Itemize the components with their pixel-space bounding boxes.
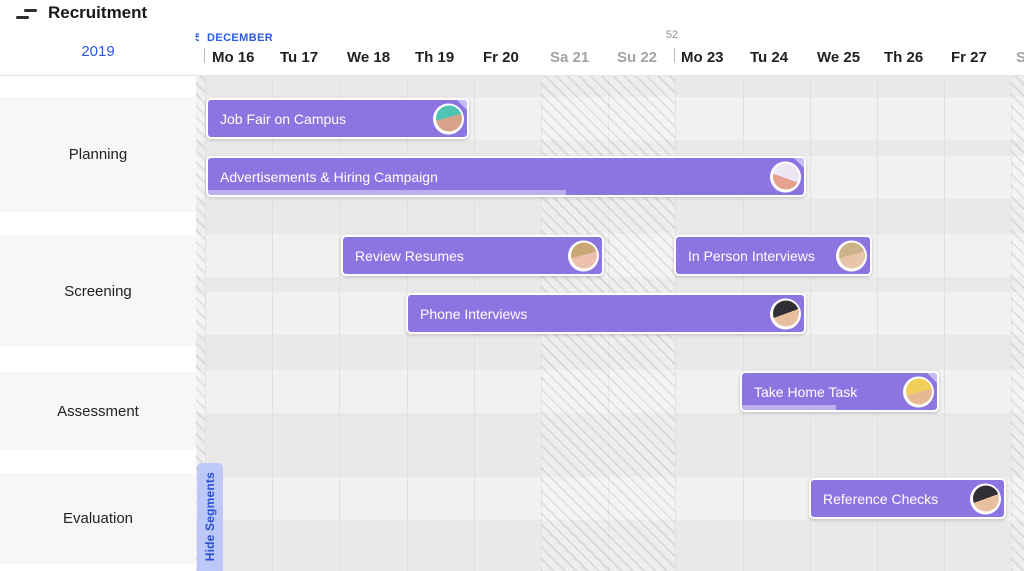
- gantt-chart-area[interactable]: Planning Screening Assessment Evaluation…: [0, 76, 1024, 571]
- assignee-avatar: [970, 483, 1001, 514]
- task-label: Take Home Task: [754, 383, 858, 400]
- assignee-avatar: [770, 161, 801, 192]
- day-header-cell[interactable]: Th 26: [884, 49, 924, 66]
- section-row-evaluation[interactable]: Evaluation: [0, 473, 196, 564]
- timeline-year-label: 2019: [81, 43, 115, 60]
- day-header-cell[interactable]: Tu 24: [750, 49, 789, 66]
- row-stripe: [196, 234, 1024, 277]
- task-bar-reference-checks[interactable]: Reference Checks: [809, 478, 1006, 519]
- timeline-header: 2019 5 DECEMBER 52 Mo 16 Tu 17 We 18 Th …: [0, 28, 1024, 76]
- hide-segments-button[interactable]: Hide Segments: [197, 463, 223, 571]
- day-header-cell-weekend[interactable]: Sa 21: [550, 49, 590, 66]
- section-label: Assessment: [57, 402, 139, 420]
- assignee-avatar: [903, 376, 934, 407]
- column-line: [272, 76, 273, 571]
- progress-bar: [742, 405, 836, 410]
- section-row-assessment[interactable]: Assessment: [0, 372, 196, 450]
- section-label: Evaluation: [62, 510, 134, 527]
- task-label: Reference Checks: [823, 490, 939, 507]
- task-label: Phone Interviews: [420, 305, 528, 322]
- day-header-cell-weekend[interactable]: Su 22: [617, 49, 658, 66]
- week-start-tick: [204, 48, 205, 63]
- column-line: [339, 76, 340, 571]
- task-bar-job-fair-on-campus[interactable]: Job Fair on Campus: [206, 98, 469, 139]
- day-header-cell-weekend[interactable]: S: [1016, 49, 1024, 66]
- clipped-month-fragment: 5: [195, 32, 199, 44]
- day-header-cell[interactable]: Fr 20: [483, 49, 519, 66]
- column-line: [1011, 76, 1012, 571]
- month-label: DECEMBER: [207, 32, 274, 44]
- task-bar-take-home-task[interactable]: Take Home Task: [740, 371, 939, 412]
- section-label: Screening: [64, 282, 132, 300]
- task-label: Advertisements & Hiring Campaign: [220, 168, 438, 185]
- day-header-cell[interactable]: Mo 23: [681, 49, 724, 66]
- section-label: Planning: [68, 146, 128, 163]
- corner-notch-icon: [457, 100, 467, 110]
- task-label: Review Resumes: [355, 247, 464, 264]
- column-line: [205, 76, 206, 571]
- assignee-avatar: [568, 240, 599, 271]
- day-header-cell[interactable]: Tu 17: [280, 49, 319, 66]
- hide-segments-label: Hide Segments: [203, 472, 217, 562]
- task-label: In Person Interviews: [688, 247, 815, 264]
- day-header-cell[interactable]: Th 19: [415, 49, 455, 66]
- section-row-planning[interactable]: Planning: [0, 97, 196, 212]
- section-panel: Planning Screening Assessment Evaluation: [0, 76, 196, 571]
- task-bar-in-person-interviews[interactable]: In Person Interviews: [674, 235, 872, 276]
- task-bar-advertisements-hiring-campaign[interactable]: Advertisements & Hiring Campaign: [206, 156, 806, 197]
- week-number-label: 52: [665, 29, 679, 41]
- corner-notch-icon: [794, 158, 804, 168]
- day-header-cell[interactable]: We 18: [347, 49, 391, 66]
- top-bar: Recruitment: [0, 0, 1024, 28]
- week-start-tick: [674, 48, 675, 63]
- task-bar-phone-interviews[interactable]: Phone Interviews: [406, 293, 806, 334]
- page-title: Recruitment: [48, 3, 148, 22]
- menu-icon[interactable]: [16, 8, 38, 22]
- assignee-avatar: [770, 298, 801, 329]
- section-row-screening[interactable]: Screening: [0, 235, 196, 347]
- day-header-cell[interactable]: We 25: [817, 49, 861, 66]
- day-header-cell[interactable]: Fr 27: [951, 49, 987, 66]
- column-line: [944, 76, 945, 571]
- weekend-shading: [196, 76, 205, 571]
- assignee-avatar: [433, 103, 464, 134]
- corner-notch-icon: [927, 373, 937, 383]
- weekend-shading: [1011, 76, 1024, 571]
- assignee-avatar: [836, 240, 867, 271]
- column-line: [810, 76, 811, 571]
- task-label: Job Fair on Campus: [220, 110, 347, 127]
- column-line: [877, 76, 878, 571]
- task-bar-review-resumes[interactable]: Review Resumes: [341, 235, 604, 276]
- day-header-cell[interactable]: Mo 16: [212, 49, 255, 66]
- progress-bar: [208, 190, 566, 195]
